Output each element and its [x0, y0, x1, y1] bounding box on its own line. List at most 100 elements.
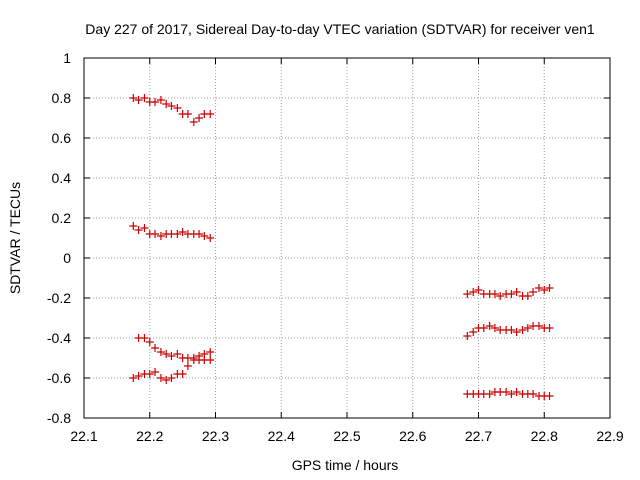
- data-point: [507, 390, 516, 398]
- data-point: [507, 290, 516, 298]
- data-point: [151, 344, 160, 352]
- data-point: [134, 372, 143, 380]
- data-point: [151, 368, 160, 376]
- data-point: [490, 290, 499, 298]
- series-track-1-upper: [129, 222, 215, 242]
- ticks-layer: 22.1 22.2 22.3 22.4 22.5 22.6 22.7 22.8 22.9 1 0.8…: [47, 50, 624, 444]
- x-axis-title: GPS time / hours: [292, 457, 399, 473]
- data-point: [512, 388, 521, 396]
- data-point: [502, 388, 511, 396]
- data-point: [173, 104, 182, 112]
- data-point: [529, 288, 538, 296]
- data-point: [545, 324, 554, 332]
- y-tick-label: -0.2: [47, 290, 71, 306]
- y-tick-label: -0.6: [47, 370, 71, 386]
- series-track-2-middle: [463, 322, 554, 340]
- data-point: [540, 286, 549, 294]
- data-point: [529, 390, 538, 398]
- data-point: [206, 356, 215, 364]
- x-tick-label: 22.7: [465, 428, 492, 444]
- data-point: [162, 100, 171, 108]
- y-tick-label: -0.8: [47, 410, 71, 426]
- x-tick-label: 22.5: [333, 428, 360, 444]
- data-point: [167, 352, 176, 360]
- data-point: [156, 374, 165, 382]
- data-point: [140, 94, 149, 102]
- data-point: [189, 118, 198, 126]
- x-tick-label: 22.6: [399, 428, 426, 444]
- data-point: [534, 284, 543, 292]
- data-point: [523, 292, 532, 300]
- data-point: [129, 222, 138, 230]
- y-tick-label: 1: [63, 50, 71, 66]
- data-point: [162, 350, 171, 358]
- data-point: [156, 232, 165, 240]
- data-point: [162, 376, 171, 384]
- data-point: [151, 230, 160, 238]
- y-tick-label: 0.6: [52, 130, 72, 146]
- data-point: [129, 94, 138, 102]
- y-tick-label: -0.4: [47, 330, 71, 346]
- series-track-1-bottom: [129, 356, 215, 384]
- data-point: [134, 226, 143, 234]
- y-tick-label: 0.2: [52, 210, 72, 226]
- y-axis-title: SDTVAR / TECUs: [7, 182, 23, 294]
- grid-layer: [84, 58, 610, 418]
- data-point: [145, 370, 154, 378]
- data-point: [545, 284, 554, 292]
- chart-title: Day 227 of 2017, Sidereal Day-to-day VTE…: [85, 21, 595, 37]
- x-tick-label: 22.9: [596, 428, 623, 444]
- data-point: [173, 350, 182, 358]
- data-point: [463, 332, 472, 340]
- data-point: [195, 114, 204, 122]
- data-point: [200, 232, 209, 240]
- data-point: [545, 392, 554, 400]
- data-point: [512, 328, 521, 336]
- data-point: [173, 230, 182, 238]
- data-point: [490, 324, 499, 332]
- data-point: [469, 328, 478, 336]
- points-layer: [129, 94, 554, 400]
- x-tick-label: 22.8: [531, 428, 558, 444]
- data-point: [523, 324, 532, 332]
- y-tick-label: 0: [63, 250, 71, 266]
- data-point: [463, 290, 472, 298]
- x-tick-label: 22.4: [268, 428, 295, 444]
- data-point: [512, 288, 521, 296]
- data-point: [134, 96, 143, 104]
- data-point: [156, 96, 165, 104]
- data-point: [206, 234, 215, 242]
- series-track-2-bottom: [463, 388, 554, 400]
- x-tick-label: 22.1: [70, 428, 97, 444]
- series-track-1-top: [129, 94, 215, 126]
- data-point: [485, 322, 494, 330]
- data-point: [534, 322, 543, 330]
- data-point: [518, 326, 527, 334]
- data-point: [129, 374, 138, 382]
- data-point: [183, 110, 192, 118]
- data-point: [195, 230, 204, 238]
- data-point: [140, 224, 149, 232]
- data-point: [183, 362, 192, 370]
- data-point: [167, 102, 176, 110]
- data-point: [145, 338, 154, 346]
- data-point: [167, 374, 176, 382]
- y-tick-label: 0.4: [52, 170, 72, 186]
- data-point: [206, 110, 215, 118]
- data-point: [507, 326, 516, 334]
- data-point: [140, 334, 149, 342]
- data-point: [156, 348, 165, 356]
- series-track-2-upper: [463, 284, 554, 300]
- data-point: [206, 348, 215, 356]
- y-tick-label: 0.8: [52, 90, 72, 106]
- data-point: [469, 288, 478, 296]
- data-point: [496, 292, 505, 300]
- data-point: [178, 228, 187, 236]
- x-tick-label: 22.3: [202, 428, 229, 444]
- data-point: [479, 324, 488, 332]
- data-point: [485, 390, 494, 398]
- x-tick-label: 22.2: [136, 428, 163, 444]
- data-point: [151, 98, 160, 106]
